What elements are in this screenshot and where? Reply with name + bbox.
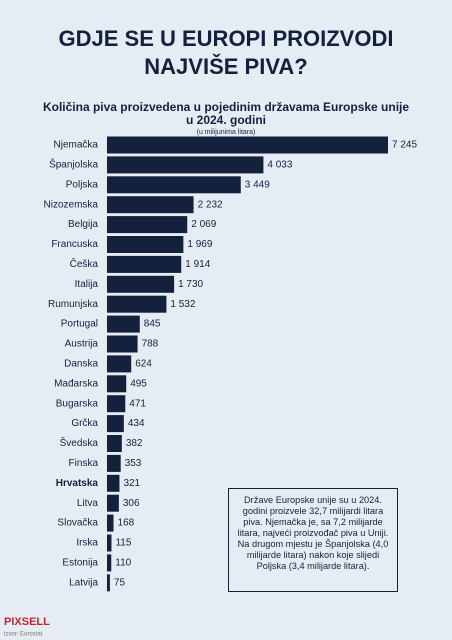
value-label: 75 [114,577,126,588]
value-label: 1 969 [187,239,212,250]
bar [107,275,175,293]
value-label: 1 914 [185,259,210,270]
value-label: 110 [115,558,131,569]
value-label: 321 [123,478,140,489]
value-label: 434 [128,418,145,429]
bar [107,295,167,313]
category-label: Rumunjska [48,299,98,310]
subtitle: u 2024. godini [186,113,266,127]
category-label: Estonija [62,558,98,569]
bar [107,216,188,234]
value-label: 845 [144,319,161,330]
category-label: Austrija [65,339,99,350]
value-label: 353 [125,458,142,469]
category-label: Poljska [66,179,99,190]
value-label: 3 449 [245,179,270,190]
bar [107,554,112,572]
bar [107,196,194,214]
value-label: 2 069 [191,219,216,230]
category-label: Danska [64,359,98,370]
category-label: Francuska [51,239,98,250]
bar [107,236,184,253]
category-label: Grčka [71,418,98,429]
value-label: 471 [129,398,146,409]
bar [107,136,388,154]
bar [107,375,127,393]
value-label: 306 [123,498,140,509]
bar [107,534,112,552]
value-label: 168 [118,518,135,529]
chart-title: GDJE SE U EUROPI PROIZVODI [59,26,394,51]
category-label: Latvija [69,577,98,588]
unit-note: (u milijunima litara) [197,129,256,136]
logo: PIXSELL [4,616,50,628]
category-label: Slovačka [57,518,98,529]
category-label: Češka [70,257,99,270]
bar [107,415,124,433]
bar [107,574,110,592]
bar [107,156,264,174]
category-label: Finska [69,458,99,469]
value-label: 2 232 [198,199,223,210]
bar [107,355,132,373]
value-label: 382 [126,438,143,449]
bar [107,335,138,353]
value-label: 495 [130,378,147,389]
chart-title: NAJVIŠE PIVA? [144,54,307,79]
source: izvor: Eurostat [4,632,43,638]
value-label: 115 [115,538,131,549]
category-label: Švedska [60,436,99,449]
value-label: 624 [135,359,152,370]
category-label: Njemačka [54,140,99,151]
category-label: Mađarska [54,378,98,389]
value-label: 4 033 [267,160,292,171]
bar [107,454,121,472]
bar [107,255,182,273]
bar [107,395,126,413]
value-label: 7 245 [392,140,417,151]
category-label: Belgija [68,219,98,230]
value-label: 788 [142,339,159,350]
bar [107,514,114,532]
category-label: Irska [76,538,98,549]
subtitle: Količina piva proizvedena u pojedinim dr… [43,100,409,114]
value-label: 1 730 [178,279,203,290]
category-label: Španjolska [49,158,98,171]
category-label: Bugarska [56,398,99,409]
category-label: Litva [77,498,99,509]
category-label: Hrvatska [56,478,99,489]
bar [107,494,119,512]
text-box: Države Europske unije su u 2024. godini … [228,488,398,592]
category-label: Portugal [61,319,98,330]
bar [107,176,241,194]
bar [107,435,122,452]
category-label: Italija [75,279,99,290]
bar [107,474,120,492]
bar [107,315,140,333]
category-label: Nizozemska [44,199,99,210]
value-label: 1 532 [170,299,195,310]
